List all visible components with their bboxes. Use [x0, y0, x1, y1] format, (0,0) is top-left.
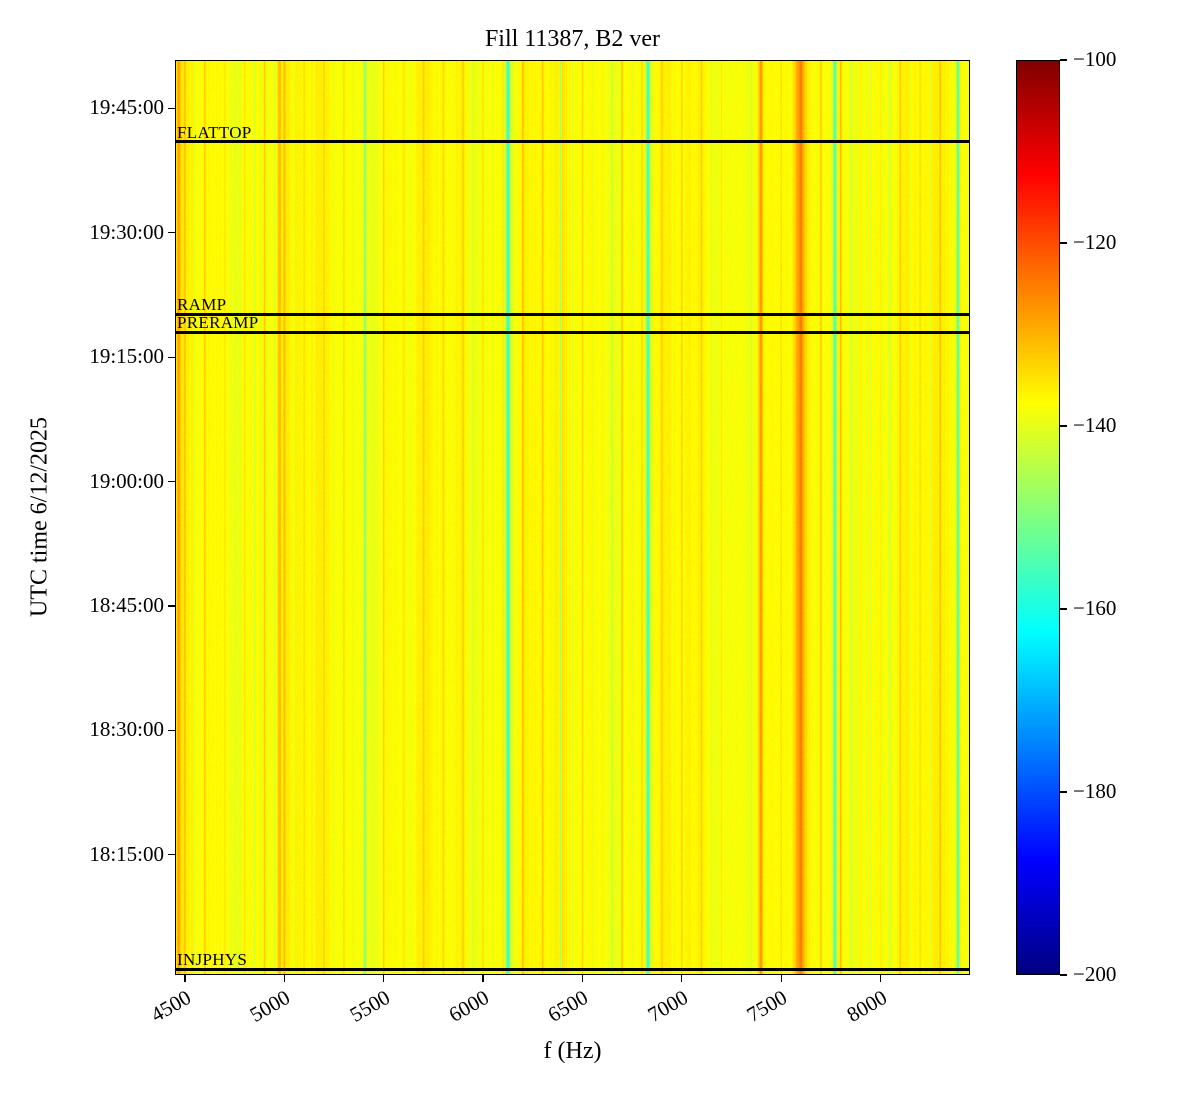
- x-tick-mark: [283, 975, 285, 982]
- y-tick-mark: [168, 356, 175, 358]
- colorbar-tick-label: −100: [1073, 47, 1117, 71]
- y-tick-label: 18:15:00: [89, 841, 164, 866]
- y-tick-mark: [168, 232, 175, 234]
- y-tick-label: 18:30:00: [89, 717, 164, 742]
- colorbar-tick-label: −140: [1073, 413, 1117, 437]
- colorbar-tick-label: −180: [1073, 779, 1117, 803]
- colorbar-tick-mark: [1060, 242, 1067, 244]
- colorbar-tick-mark: [1060, 425, 1067, 427]
- x-tick-mark: [879, 975, 882, 982]
- beam-mode-line-ramp: [175, 313, 970, 316]
- beam-mode-label-flattop: FLATTOP: [177, 122, 252, 142]
- x-tick-label: 6000: [444, 985, 494, 1027]
- x-tick-label: 7000: [643, 985, 692, 1027]
- colorbar: [1016, 60, 1060, 975]
- x-tick-mark: [482, 975, 484, 982]
- spectrogram-canvas: [175, 60, 970, 975]
- colorbar-tick-label: −160: [1073, 596, 1117, 620]
- colorbar-tick-mark: [1060, 974, 1067, 976]
- beam-mode-label-ramp: RAMP: [177, 295, 227, 315]
- y-tick-mark: [168, 729, 175, 731]
- colorbar-gradient: [1016, 60, 1060, 975]
- x-tick-mark: [383, 975, 385, 982]
- x-axis-label: f (Hz): [543, 1038, 602, 1064]
- x-tick-label: 5500: [345, 985, 394, 1027]
- chart-title: Fill 11387, B2 ver: [484, 26, 661, 52]
- y-tick-mark: [168, 854, 175, 856]
- x-tick-label: 6500: [544, 985, 593, 1027]
- beam-mode-line-flattop: [175, 140, 970, 143]
- x-tick-mark: [681, 975, 683, 982]
- colorbar-tick-label: −200: [1073, 962, 1117, 986]
- y-tick-mark: [168, 480, 175, 483]
- y-axis-label: UTC time 6/12/2025: [26, 417, 53, 617]
- x-tick-mark: [581, 975, 584, 982]
- beam-mode-line-preramp: [175, 330, 970, 334]
- y-tick-label: 19:00:00: [89, 468, 164, 493]
- beam-mode-label-preramp: PRERAMP: [177, 313, 259, 333]
- y-tick-mark: [168, 605, 175, 607]
- y-tick-label: 19:45:00: [89, 95, 164, 120]
- colorbar-tick-mark: [1060, 608, 1067, 610]
- x-tick-mark: [780, 975, 782, 982]
- x-tick-label: 8000: [842, 985, 891, 1027]
- y-tick-mark: [168, 107, 175, 110]
- y-tick-label: 19:15:00: [89, 344, 164, 369]
- x-tick-label: 4500: [146, 985, 195, 1027]
- colorbar-tick-mark: [1060, 59, 1067, 61]
- x-tick-mark: [184, 975, 186, 982]
- x-tick-label: 7500: [742, 985, 792, 1027]
- beam-mode-line-injphys: [175, 968, 970, 971]
- colorbar-tick-label: −120: [1073, 230, 1117, 254]
- x-tick-label: 5000: [245, 985, 295, 1027]
- plot-area: FLATTOP RAMP PRERAMP INJPHYS: [175, 60, 970, 975]
- colorbar-tick-mark: [1060, 791, 1067, 793]
- beam-mode-label-injphys: INJPHYS: [177, 950, 248, 970]
- y-tick-label: 18:45:00: [89, 592, 164, 617]
- y-tick-label: 19:30:00: [89, 219, 164, 244]
